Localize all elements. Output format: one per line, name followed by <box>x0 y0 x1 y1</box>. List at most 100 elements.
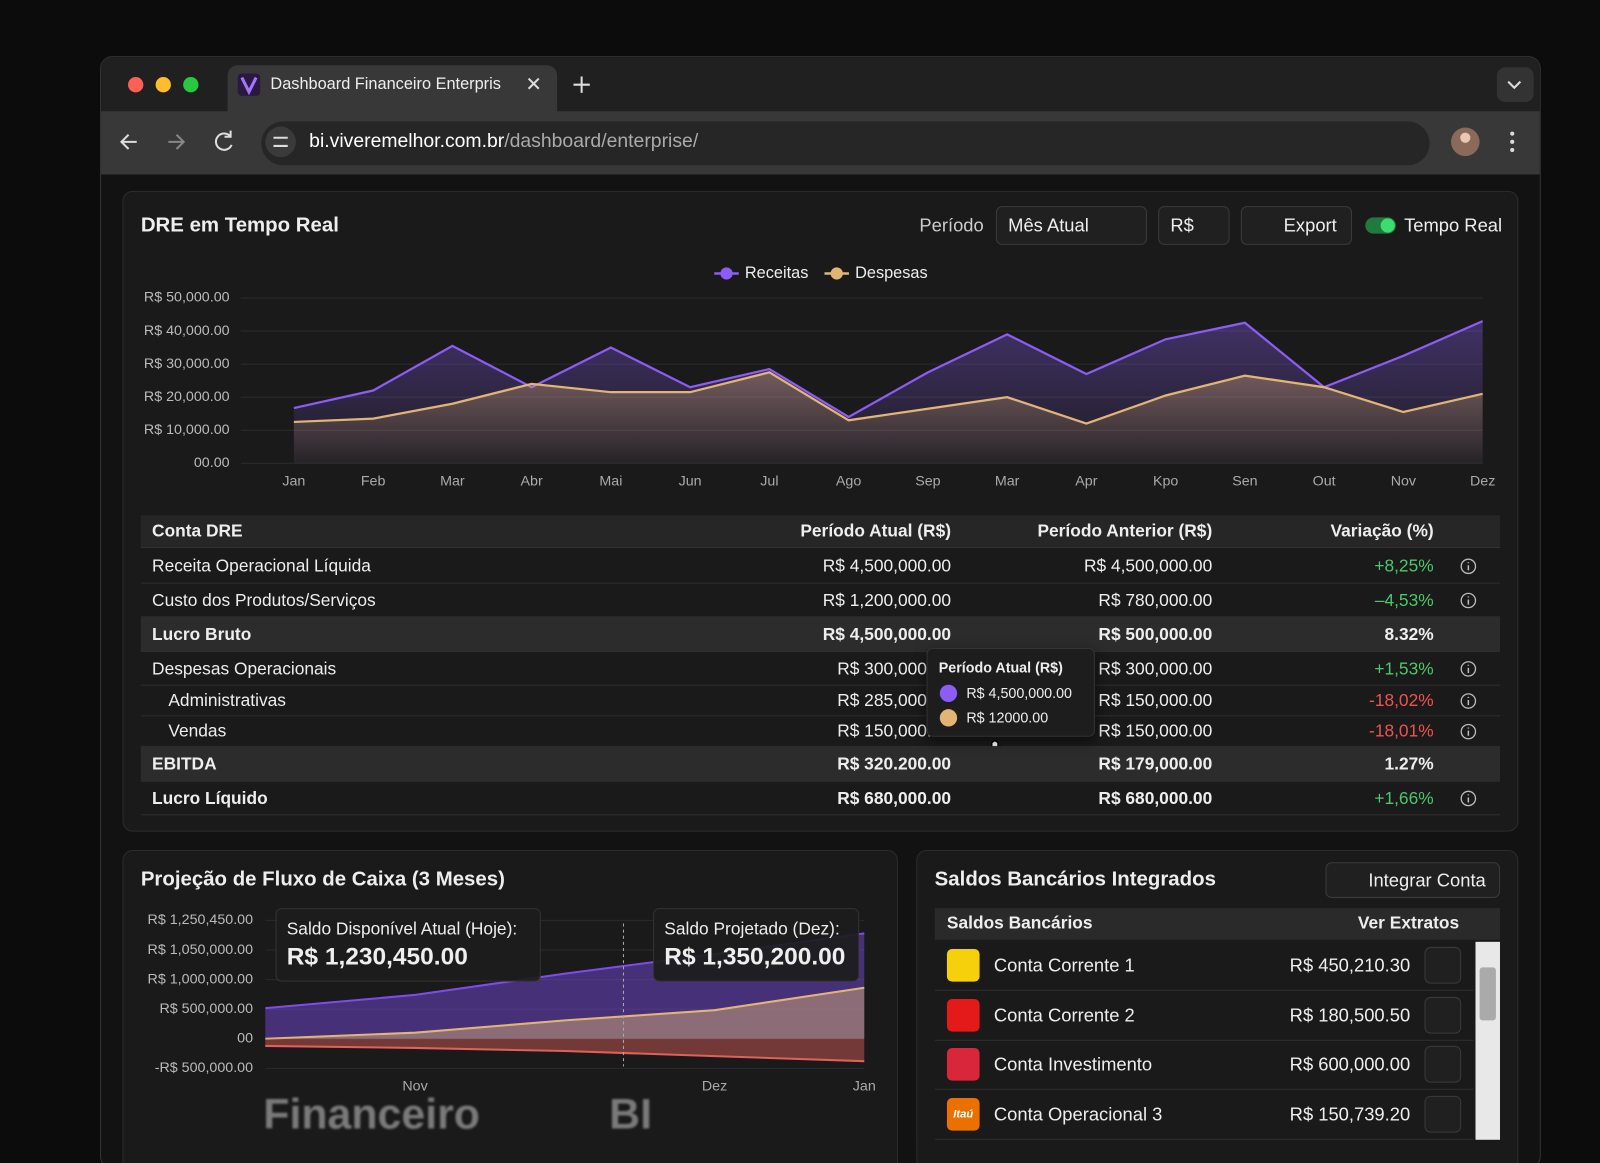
x-tick-label: Feb <box>361 473 386 489</box>
table-row: Lucro Bruto R$ 4,500,000.00 R$ 500,000.00 8… <box>140 617 1500 653</box>
y-tick-label: R$ 500,000.00 <box>159 1001 253 1017</box>
maximize-window[interactable] <box>183 77 199 93</box>
legend-label: Receitas <box>745 264 808 282</box>
callout-value: R$ 1,230,450.00 <box>286 942 468 971</box>
y-tick-label: R$ 1,050,000.00 <box>148 942 254 958</box>
table-row: Vendas R$ 150,000.00 R$ 150,000.00 -18,01% <box>140 716 1500 747</box>
tooltip-swatch <box>939 709 958 727</box>
banks-panel <box>916 849 1519 1163</box>
account-name: Conta Operacional 3 <box>993 1104 1163 1125</box>
forward-button[interactable] <box>168 133 186 150</box>
x-tick-label: Jan <box>853 1078 876 1094</box>
currency-dropdown[interactable]: R$ <box>1158 206 1230 245</box>
x-tick-label: Mai <box>599 473 622 489</box>
account-name: Vendas <box>168 721 227 741</box>
new-tab[interactable] <box>573 76 590 93</box>
x-tick-label: Nov <box>402 1078 428 1094</box>
tooltip-title: Período Atual (R$) <box>938 659 1063 676</box>
currency-value: R$ <box>1170 215 1194 236</box>
x-tick-label: Ago <box>836 473 861 489</box>
table-row: Custo dos Produtos/Serviços R$ 1,200,000.… <box>140 584 1500 618</box>
site-info[interactable] <box>265 126 296 158</box>
series-line <box>265 986 865 1040</box>
table-row: Administrativas R$ 285,000.00 R$ 150,000.0… <box>140 686 1500 717</box>
watermark: Financeiro <box>263 1089 480 1138</box>
close-tab[interactable] <box>527 77 540 90</box>
tab-list-icon <box>1507 80 1522 90</box>
x-tick-label: Mar <box>995 473 1020 489</box>
x-tick-label: Mar <box>440 473 465 489</box>
info-icon[interactable] <box>1460 558 1477 575</box>
x-tick-label: Nov <box>1391 473 1417 489</box>
cell-value: R$ 150,000.00 <box>837 721 952 741</box>
minimize-window[interactable] <box>155 77 171 93</box>
callout-value: R$ 1,350,200.00 <box>664 942 846 971</box>
cell-value: +1,66% <box>1374 788 1434 808</box>
url[interactable]: bi.viveremelhor.com.br/dashboard/enterpr… <box>309 128 698 157</box>
reload-button[interactable] <box>215 130 233 151</box>
panel-title: Projeção de Fluxo de Caixa (3 Meses) <box>140 868 505 891</box>
table-row: Despesas Operacionais R$ 300,000.00 R$ 300… <box>140 652 1500 686</box>
tooltip-value: R$ 4,500,000.00 <box>966 684 1072 702</box>
export-button[interactable]: Export <box>1240 206 1353 245</box>
refresh-button[interactable] <box>1424 946 1462 984</box>
x-tick-label: Kpo <box>1153 473 1178 489</box>
export-label: Export <box>1283 215 1337 236</box>
row-divider <box>934 1089 1474 1091</box>
info-icon[interactable] <box>1460 723 1477 740</box>
header-cell: Saldos Bancários <box>946 913 1093 933</box>
refresh-button[interactable] <box>1424 1046 1462 1084</box>
callout-label: Saldo Projetado (Dez): <box>664 919 840 939</box>
cell-value: R$ 4,500,000.00 <box>822 624 952 644</box>
site-info-icon <box>273 136 288 147</box>
cell-value: +8,25% <box>1374 556 1434 576</box>
tab-list-button[interactable] <box>1496 67 1534 103</box>
account-balance: R$ 150,739.20 <box>1289 1104 1411 1125</box>
cell-value: R$ 1,200,000.00 <box>822 590 952 610</box>
area-fill <box>293 372 1483 464</box>
menu-button[interactable] <box>1510 131 1515 153</box>
info-icon[interactable] <box>1460 592 1477 609</box>
active-tab[interactable] <box>227 65 558 117</box>
back-button[interactable] <box>119 133 137 150</box>
add-account-button[interactable]: Integrar Conta <box>1325 862 1500 898</box>
address-bar[interactable] <box>261 121 1430 166</box>
y-tick-label: R$ 20,000.00 <box>144 389 230 405</box>
close-window[interactable] <box>128 77 144 93</box>
row-divider <box>934 1039 1474 1041</box>
info-icon[interactable] <box>1460 693 1477 709</box>
bank-icon <box>946 1048 980 1082</box>
x-tick-label: Dez <box>702 1078 727 1094</box>
refresh-button[interactable] <box>1424 1096 1462 1133</box>
header-cell: Período Atual (R$) <box>800 521 952 541</box>
account-name: Lucro Bruto <box>152 624 252 644</box>
tab-title[interactable]: Dashboard Financeiro Enterpris <box>270 75 501 93</box>
legend-swatch <box>830 267 843 280</box>
info-icon[interactable] <box>1460 790 1477 807</box>
cell-value: R$ 300,000.00 <box>1098 658 1213 679</box>
callout: Saldo Projetado (Dez): R$ 1,350,200.00 <box>653 908 860 982</box>
scrollbar-thumb[interactable] <box>1479 967 1496 1021</box>
watermark: BI <box>609 1089 653 1138</box>
x-tick-label: Apr <box>1075 473 1097 489</box>
account-name: Lucro Líquido <box>152 788 268 808</box>
cell-value: R$ 285,000.00 <box>837 690 952 711</box>
table-row: Lucro Líquido R$ 680,000.00 R$ 680,000.00 +… <box>140 782 1500 816</box>
realtime-toggle-knob <box>1380 218 1395 233</box>
table-row: Receita Operacional Líquida R$ 4,500,000.… <box>140 549 1500 584</box>
period-value: Mês Atual <box>1008 215 1089 236</box>
x-tick-label: Sen <box>1232 473 1257 489</box>
y-tick-label: R$ 30,000.00 <box>144 356 230 372</box>
favicon-glyph <box>240 76 258 96</box>
series-line <box>293 371 1483 425</box>
row-divider <box>934 1138 1474 1140</box>
period-dropdown[interactable]: Mês Atual <box>995 206 1147 245</box>
series-line <box>265 1044 865 1063</box>
bank-icon: Itaú <box>946 1098 980 1131</box>
cell-value: R$ 179,000.00 <box>1098 754 1213 774</box>
account-name: EBITDA <box>152 754 217 774</box>
refresh-button[interactable] <box>1424 996 1462 1034</box>
info-icon[interactable] <box>1460 661 1477 677</box>
